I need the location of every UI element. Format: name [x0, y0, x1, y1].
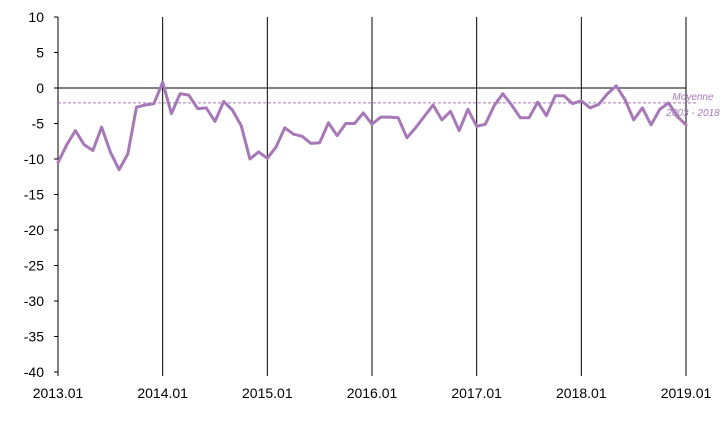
data-point [292, 133, 295, 136]
y-tick-label: -35 [24, 329, 44, 345]
data-point [571, 102, 574, 105]
data-point [519, 116, 522, 120]
y-tick-label: -40 [24, 364, 44, 380]
data-point [431, 103, 435, 107]
data-point [623, 98, 627, 101]
data-point [91, 149, 95, 152]
data-point [370, 123, 374, 126]
average-label-line1: Moyenne [672, 92, 714, 103]
y-tick-label: -15 [24, 187, 44, 203]
data-point [353, 122, 356, 125]
data-point [266, 157, 269, 160]
y-tick-label: 10 [28, 9, 44, 25]
data-point [649, 123, 653, 127]
data-point [676, 115, 679, 118]
data-point [196, 107, 199, 110]
data-point [684, 123, 688, 127]
data-point [562, 94, 566, 98]
data-point [65, 143, 68, 146]
y-tick-label: -25 [24, 258, 44, 274]
data-point [492, 104, 496, 108]
x-tick-label: 2016.01 [347, 385, 398, 401]
data-point [222, 100, 225, 103]
y-tick-label: -5 [32, 116, 45, 132]
data-point [240, 124, 243, 127]
data-point [388, 115, 391, 119]
data-point [283, 126, 286, 129]
x-tick-label: 2013.01 [33, 385, 84, 401]
data-point [318, 141, 321, 144]
data-point [501, 92, 504, 95]
data-point [274, 145, 278, 149]
x-tick-label: 2014.01 [137, 385, 188, 401]
x-tick-label: 2017.01 [451, 385, 502, 401]
data-point [362, 111, 365, 115]
x-tick-label: 2019.01 [661, 385, 712, 401]
y-tick-label: -30 [24, 293, 44, 309]
data-point [231, 108, 234, 112]
average-annotation: Moyenne 2003 - 2018 [665, 92, 720, 119]
y-tick-label: 0 [36, 80, 44, 96]
x-tick-label: 2018.01 [556, 385, 607, 401]
data-point [178, 92, 182, 95]
data-point [527, 116, 531, 120]
data-point [466, 108, 470, 111]
data-point [510, 103, 513, 107]
data-point [658, 108, 661, 111]
data-point [475, 125, 478, 128]
data-point [536, 101, 539, 104]
data-point [187, 93, 190, 97]
data-point [597, 103, 600, 106]
data-point [327, 121, 330, 125]
data-point [100, 125, 103, 129]
data-point [423, 115, 426, 118]
data-point [484, 123, 487, 126]
data-point [309, 142, 313, 145]
data-point [615, 84, 618, 88]
data-point [248, 157, 252, 161]
data-point [83, 143, 86, 146]
data-point [641, 106, 644, 110]
y-tick-label: -10 [24, 151, 44, 167]
data-point [379, 115, 382, 119]
data-point [606, 92, 609, 95]
x-axis-tick-labels: 2013.01 2014.01 2015.01 2016.01 2017.01 2018.… [33, 372, 712, 401]
data-point [440, 118, 443, 122]
data-point [344, 122, 347, 125]
data-point [126, 152, 129, 156]
data-point [632, 118, 635, 122]
data-point [170, 112, 173, 115]
data-point [109, 150, 112, 154]
y-tick-label: -20 [24, 222, 44, 238]
data-point [449, 110, 452, 113]
data-point [335, 134, 339, 137]
data-point [405, 136, 409, 139]
data-point [588, 106, 592, 110]
data-point [152, 102, 156, 105]
data-point [257, 150, 260, 154]
data-point [74, 129, 77, 132]
data-point [144, 103, 147, 107]
data-point [397, 116, 400, 120]
data-point [56, 161, 60, 164]
average-label-line2: 2003 - 2018 [665, 108, 720, 119]
y-tick-label: 5 [36, 45, 44, 61]
data-point [205, 106, 208, 110]
data-point [545, 114, 548, 117]
data-point [161, 81, 164, 84]
data-point [117, 168, 121, 171]
data-point [667, 101, 670, 105]
series-lines [56, 80, 688, 172]
data-point [135, 106, 138, 109]
data-point [213, 120, 217, 123]
data-point [301, 135, 304, 138]
x-tick-label: 2015.01 [242, 385, 293, 401]
data-point [580, 99, 583, 103]
data-point [554, 94, 557, 98]
data-point [414, 126, 417, 129]
y-axis-tick-labels: 10 5 0 -5 -10 -15 -20 -25 -30 -35 -40 [24, 9, 58, 380]
data-point [458, 129, 461, 132]
vertical-gridlines [162, 17, 687, 372]
